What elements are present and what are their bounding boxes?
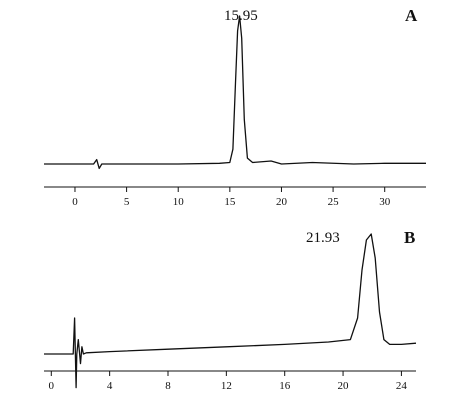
panel-a-tick-label: 10 xyxy=(173,196,185,208)
panel-a-chart: 0 5 10 15 20 25 30 15.95 A xyxy=(44,6,426,208)
panel-b-trace xyxy=(44,233,417,389)
panel-a-letter: A xyxy=(405,6,418,25)
panel-a-tick-label: 20 xyxy=(276,196,288,208)
panel-b-tick-label: 16 xyxy=(279,380,291,392)
panel-a-tick-label: 5 xyxy=(124,196,130,208)
panel-b-x-ticks: 0 4 8 12 16 20 24 xyxy=(49,371,408,392)
panel-a-tick-label: 25 xyxy=(328,196,340,208)
panel-a-tick-label: 0 xyxy=(72,196,78,208)
panel-b-tick-label: 0 xyxy=(49,380,55,392)
panel-a-x-ticks: 0 5 10 15 20 25 30 xyxy=(72,187,391,208)
panel-a-tick-label: 30 xyxy=(379,196,391,208)
panel-b-tick-label: 8 xyxy=(165,380,171,392)
panel-a-peak-label: 15.95 xyxy=(224,8,258,24)
panel-b-tick-label: 24 xyxy=(396,380,408,392)
panel-a-tick-label: 15 xyxy=(224,196,236,208)
panel-b-tick-label: 12 xyxy=(221,380,232,392)
panel-b-peak-label: 21.93 xyxy=(306,230,340,246)
panel-b-chart: 0 4 8 12 16 20 24 21.93 B xyxy=(44,228,417,392)
panel-b-tick-label: 20 xyxy=(338,380,350,392)
panel-a-trace xyxy=(44,15,426,170)
panel-b-tick-label: 4 xyxy=(107,380,113,392)
panel-b-letter: B xyxy=(404,228,415,247)
